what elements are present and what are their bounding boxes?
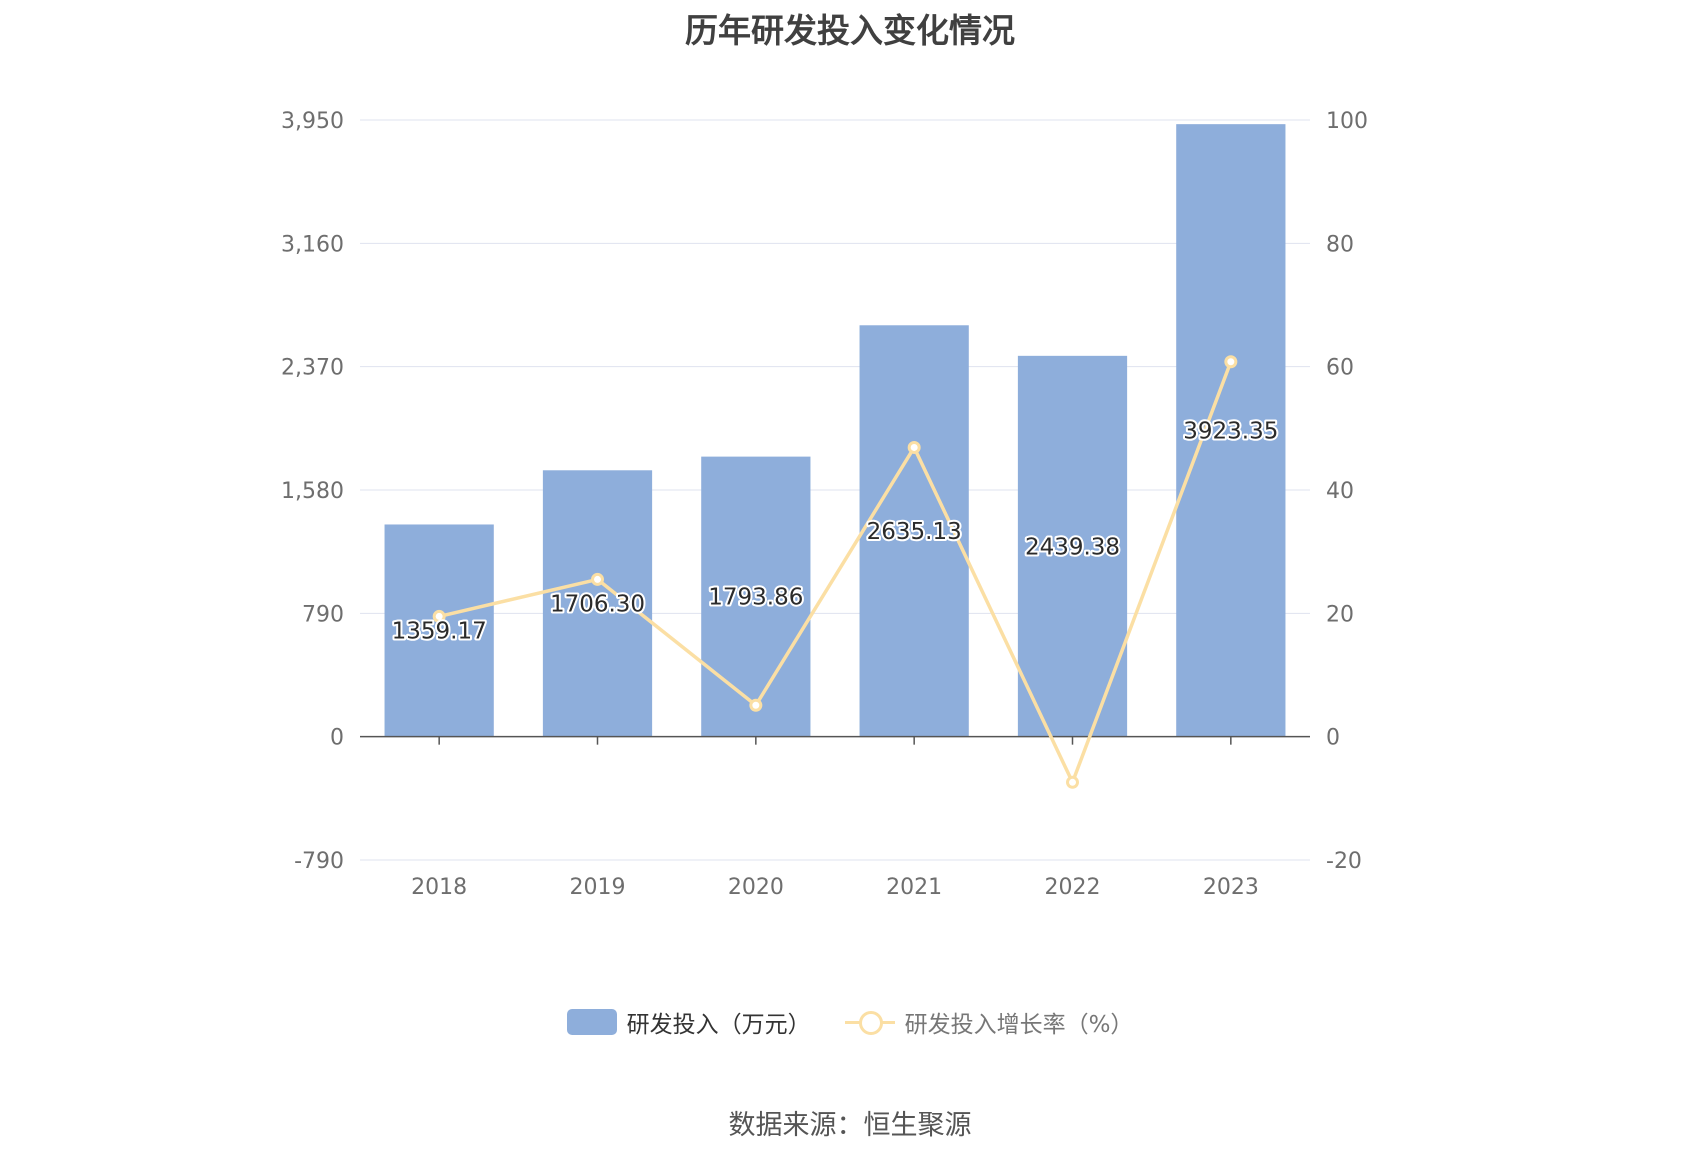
bar-2023 [1176,124,1286,737]
growth-rate-line [438,361,1233,785]
y-right-tick-label: 80 [1326,232,1354,257]
y-left-tick-label: -790 [294,849,344,874]
bar-value-label-2020: 1793.86 [708,585,803,611]
chart-title: 历年研发投入变化情况 [685,11,1015,50]
legend-label-growth-rate: 研发投入增长率（%） [904,1012,1134,1038]
bar-2020 [701,456,811,737]
y-left-tick-label: 0 [330,726,344,751]
y-left-tick-label: 3,950 [281,109,344,134]
y-right-tick-label: 0 [1326,726,1340,751]
bar-2018 [384,524,494,737]
bar-value-label-2023: 3923.35 [1183,418,1278,444]
y-left-tick-label: 2,370 [281,356,344,381]
x-tick-label-2022: 2022 [1045,875,1101,900]
y-right-tick-label: 100 [1326,109,1368,134]
data-source: 数据来源：恒生聚源 [728,1110,972,1141]
x-tick-label-2018: 2018 [411,875,467,900]
y-left-tick-label: 790 [302,602,344,627]
y-right-tick-label: -20 [1326,849,1362,874]
y-left-tick-label: 1,580 [281,479,344,504]
chart-legend: 研发投入（万元） 研发投入增长率（%） [0,1005,1700,1039]
legend-label-rd-investment: 研发投入（万元） [626,1012,811,1038]
legend-bar-swatch [566,1009,617,1035]
growth-point-2019 [591,572,604,586]
growth-point-2022 [1066,775,1079,789]
legend-item-rd-investment[interactable]: 研发投入（万元） [566,1005,811,1039]
x-tick-label-2019: 2019 [570,875,626,900]
legend-item-growth-rate[interactable]: 研发投入增长率（%） [844,1005,1134,1039]
bar-value-label-2019: 1706.30 [550,591,645,617]
bar-2021 [859,325,969,737]
legend-line-swatch [844,1009,895,1035]
growth-point-2020 [749,698,763,712]
y-left-tick-label: 3,160 [281,232,344,257]
growth-point-2023 [1224,355,1238,369]
growth-point-2021 [907,440,921,454]
x-tick-label-2021: 2021 [886,875,942,900]
bar-value-label-2018: 1359.17 [392,619,487,645]
growth-point-2018 [432,609,446,623]
bar-2022 [1017,355,1128,737]
x-tick-label-2020: 2020 [728,875,784,900]
y-right-tick-label: 40 [1326,479,1354,504]
bar-value-label-2022: 2439.38 [1025,534,1120,560]
y-right-tick-label: 20 [1326,602,1354,627]
bar-2019 [542,470,653,737]
x-tick-label-2023: 2023 [1203,875,1259,900]
y-right-tick-label: 60 [1326,356,1354,381]
bar-value-label-2021: 2635.13 [867,519,962,545]
